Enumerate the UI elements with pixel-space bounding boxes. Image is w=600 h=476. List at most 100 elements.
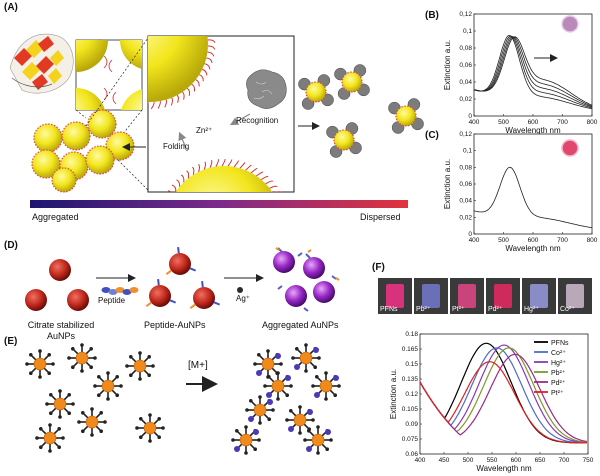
vial-label: PFNs xyxy=(380,306,398,313)
x-axis-label: Wavelength nm xyxy=(505,244,561,253)
ligand-end xyxy=(115,375,119,379)
peptide-aunps xyxy=(145,246,221,309)
panel-a xyxy=(9,33,424,208)
metal-ion-icon xyxy=(248,416,254,422)
ligand-end xyxy=(258,421,262,425)
panel-e xyxy=(25,343,341,455)
ligand-end xyxy=(276,371,280,375)
core-particle xyxy=(101,379,115,393)
y-tick-label: 0.06 xyxy=(405,451,418,458)
ligand-end xyxy=(235,429,239,433)
gold-nanoparticle xyxy=(395,105,417,127)
aggregated-cluster xyxy=(31,109,135,193)
ligand-end xyxy=(106,397,110,401)
ligand-end xyxy=(298,405,302,409)
legend-label: Pb²⁺ xyxy=(551,370,566,377)
zn-label: Zn²⁺ xyxy=(196,126,213,135)
ligand-end xyxy=(47,371,51,375)
legend-label: Hg²⁺ xyxy=(551,360,566,367)
ligand-end xyxy=(289,384,293,388)
series-line xyxy=(473,36,593,107)
core-particle xyxy=(253,403,267,417)
x-tick-label: 500 xyxy=(498,237,509,244)
peptide-label: Peptide xyxy=(98,296,126,305)
core-particle xyxy=(143,421,157,435)
solution-inset xyxy=(561,15,579,33)
ligand-end xyxy=(39,445,43,449)
ligand-particle xyxy=(125,351,155,381)
panel-d xyxy=(25,246,340,312)
ligand-end xyxy=(71,365,75,369)
panel-label-a: (A) xyxy=(4,2,18,13)
ligand-end xyxy=(58,389,62,393)
core-particle xyxy=(85,415,99,429)
ligand-end xyxy=(244,425,248,429)
y-tick-label: 0.075 xyxy=(402,436,419,443)
gold-nanoparticle xyxy=(305,81,327,103)
metal-ion-icon xyxy=(275,353,281,359)
metal-ion-icon xyxy=(314,392,320,398)
ligand-end xyxy=(303,438,307,442)
ligand-particle xyxy=(311,371,341,401)
ligand-end xyxy=(266,349,270,353)
ligand-end xyxy=(81,429,85,433)
ligand-end xyxy=(125,364,129,368)
vial-label: Pd²⁺ xyxy=(488,306,503,313)
ligand-end xyxy=(316,451,320,455)
peptide-strand xyxy=(201,280,204,288)
ligand-end xyxy=(35,436,39,440)
y-tick-label: 0.09 xyxy=(405,421,418,428)
caption-peptide: Peptide-AuNPs xyxy=(144,320,206,330)
ligand-end xyxy=(315,375,319,379)
caption-citrate: Citrate stabilized AuNPs xyxy=(27,320,95,341)
vial-label: Co²⁺ xyxy=(560,306,575,313)
ligand-end xyxy=(61,436,65,440)
ligand-particle xyxy=(45,389,75,419)
ligand-end xyxy=(48,449,52,453)
y-tick-label: 0,02 xyxy=(459,214,472,221)
y-axis-label: Extinction a.u. xyxy=(443,159,452,209)
ligand-end xyxy=(138,351,142,355)
dispersed-particle xyxy=(334,64,370,100)
ligand-end xyxy=(49,411,53,415)
y-axis-label: Extinction a.u. xyxy=(389,369,398,419)
y-tick-label: 0,08 xyxy=(459,164,472,171)
ligand-end xyxy=(67,356,71,360)
ligand-end xyxy=(304,343,308,347)
ligand-end xyxy=(333,393,337,397)
metal-ion-icon xyxy=(306,446,312,452)
y-tick-label: 0.15 xyxy=(405,361,418,368)
ligand-end xyxy=(231,438,235,442)
gold-nanoparticle xyxy=(169,253,191,275)
ligand-end xyxy=(151,364,155,368)
ligand-end xyxy=(135,426,139,430)
panel-label-d: (D) xyxy=(4,240,18,251)
peptide-strand xyxy=(145,301,152,307)
peptide-strand xyxy=(177,246,180,254)
protein-ribbon-icon xyxy=(9,33,74,94)
ligand-end xyxy=(38,375,42,379)
ligand-particle xyxy=(93,371,123,401)
ligand-end xyxy=(99,429,103,433)
x-tick-label: 500 xyxy=(498,119,509,126)
ligand-end xyxy=(90,407,94,411)
y-tick-label: 0.105 xyxy=(402,406,419,413)
x-tick-label: 800 xyxy=(587,237,598,244)
x-tick-label: 400 xyxy=(469,119,480,126)
ligand-end xyxy=(39,427,43,431)
aggregated-aunps xyxy=(273,247,340,312)
ligand-end xyxy=(90,433,94,437)
vial: PFNs xyxy=(378,278,412,314)
panel-label-b: (B) xyxy=(425,10,439,21)
core-particle xyxy=(319,379,333,393)
x-tick-label: 600 xyxy=(528,237,539,244)
core-particle xyxy=(53,397,67,411)
peptide-strand xyxy=(213,301,221,306)
legend-label: PFNs xyxy=(551,340,569,347)
ligand-end xyxy=(80,369,84,373)
core-particle xyxy=(33,357,47,371)
metal-ion-icon xyxy=(285,375,291,381)
vial-solution xyxy=(566,284,584,308)
ligand-end xyxy=(157,435,161,439)
ligand-end xyxy=(267,375,271,379)
